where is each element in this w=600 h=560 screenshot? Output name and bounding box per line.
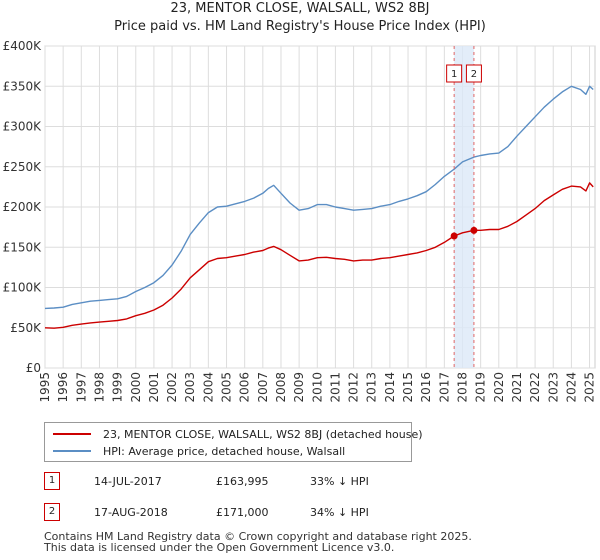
x-tick-label: 2003 [183, 372, 197, 403]
y-tick-label: £350K [3, 79, 43, 93]
x-tick-label: 2015 [401, 372, 415, 403]
x-tick-label: 1998 [92, 372, 106, 403]
chart-grid [44, 45, 596, 369]
transaction-row: 1 14-JUL-2017 £163,995 33% ↓ HPI [44, 471, 369, 491]
transaction-price: £171,000 [216, 505, 269, 519]
legend-label-property: 23, MENTOR CLOSE, WALSALL, WS2 8BJ (deta… [103, 427, 423, 441]
title-address: 23, MENTOR CLOSE, WALSALL, WS2 8BJ [170, 1, 430, 16]
transaction-number-badge: 1 [44, 472, 60, 490]
x-tick-label: 2025 [583, 372, 597, 403]
title-subtitle: Price paid vs. HM Land Registry's House … [114, 19, 486, 34]
transaction-hpi-diff: 33% ↓ HPI [310, 474, 369, 488]
transaction-number-badge: 2 [44, 503, 60, 521]
x-tick-label: 2006 [238, 372, 252, 403]
x-tick-label: 2022 [528, 372, 542, 403]
transaction-row: 2 17-AUG-2018 £171,000 34% ↓ HPI [44, 502, 369, 522]
legend-item-hpi: HPI: Average price, detached house, Wals… [53, 443, 345, 459]
x-tick-label: 2002 [165, 372, 179, 403]
x-tick-label: 2019 [474, 372, 488, 403]
chart-axes: £0 £50K £100K £150K £200K £250K £300K £350K £400… [3, 39, 597, 403]
y-tick-label: £300K [3, 120, 43, 134]
x-tick-label: 1995 [38, 372, 52, 403]
sale-marker-label: 1 [451, 69, 457, 80]
series-line-property [44, 182, 594, 329]
x-tick-label: 2000 [129, 372, 143, 403]
sale-marker-box [465, 64, 482, 83]
y-tick-label: £0 [26, 361, 41, 375]
sale-period-band [454, 46, 474, 368]
x-tick-label: 1999 [111, 372, 125, 403]
x-tick-label: 2012 [347, 372, 361, 403]
x-tick-label: 2014 [383, 372, 397, 403]
transaction-date: 14-JUL-2017 [94, 474, 162, 488]
y-tick-label: £100K [3, 281, 43, 295]
x-tick-label: 2013 [365, 372, 379, 403]
sale-marker-dot [470, 226, 478, 234]
footer-attribution: Contains HM Land Registry data © Crown c… [44, 531, 472, 553]
x-tick-label: 2009 [292, 372, 306, 403]
footer-licence: This data is licensed under the Open Gov… [44, 541, 395, 554]
x-tick-label: 2004 [201, 372, 215, 403]
x-tick-label: 2008 [274, 372, 288, 403]
x-tick-label: 2005 [220, 372, 234, 403]
legend-label-hpi: HPI: Average price, detached house, Wals… [103, 444, 346, 458]
x-tick-label: 2007 [256, 372, 270, 403]
chart-legend: 23, MENTOR CLOSE, WALSALL, WS2 8BJ (deta… [44, 422, 423, 462]
y-tick-label: £150K [3, 240, 43, 254]
x-tick-label: 2023 [546, 372, 560, 403]
x-tick-label: 2010 [310, 372, 324, 403]
x-tick-label: 2021 [510, 372, 524, 403]
legend-swatch-property [53, 433, 91, 435]
series-line-hpi [44, 85, 594, 310]
sale-period-highlight [454, 46, 474, 368]
chart-title: 23, MENTOR CLOSE, WALSALL, WS2 8BJ Price… [0, 0, 600, 36]
sale-marker-box [446, 64, 463, 83]
x-tick-label: 2018 [455, 372, 469, 403]
x-tick-label: 2017 [437, 372, 451, 403]
x-tick-label: 2020 [492, 372, 506, 403]
x-tick-label: 2024 [564, 372, 578, 403]
x-tick-label: 2011 [328, 372, 342, 403]
y-tick-label: £50K [10, 321, 42, 335]
y-tick-label: £250K [3, 160, 43, 174]
transaction-date: 17-AUG-2018 [94, 505, 168, 519]
transaction-hpi-diff: 34% ↓ HPI [310, 505, 369, 519]
transaction-price: £163,995 [216, 474, 269, 488]
x-tick-label: 2001 [147, 372, 161, 403]
x-tick-label: 1996 [56, 372, 70, 403]
sale-marker-label: 2 [471, 69, 477, 80]
chart-series [44, 85, 594, 329]
legend-item-property: 23, MENTOR CLOSE, WALSALL, WS2 8BJ (deta… [53, 426, 423, 442]
y-tick-label: £400K [3, 39, 43, 53]
x-tick-label: 2016 [419, 372, 433, 403]
y-tick-label: £200K [3, 200, 43, 214]
footer-copyright: Contains HM Land Registry data © Crown c… [44, 530, 472, 543]
x-tick-label: 1997 [74, 372, 88, 403]
legend-swatch-hpi [53, 450, 91, 452]
sale-marker-dot [450, 232, 458, 240]
